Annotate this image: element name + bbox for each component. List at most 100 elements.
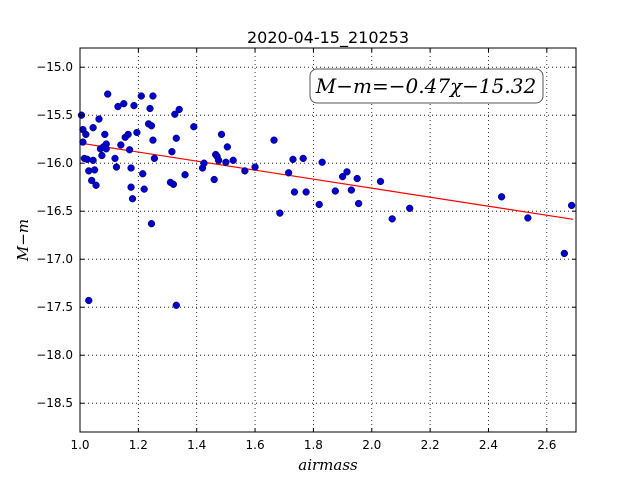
x-tick-label: 1.8 [304, 438, 323, 452]
y-tick-label: −16.0 [36, 156, 73, 170]
data-point [172, 301, 180, 309]
data-point [343, 168, 351, 176]
data-point [376, 177, 385, 186]
y-tick-label: −15.5 [36, 108, 73, 122]
data-point [270, 136, 278, 144]
data-point [114, 102, 122, 111]
data-point [217, 130, 226, 139]
data-point [222, 158, 230, 166]
data-point [89, 124, 97, 132]
data-point [175, 105, 183, 114]
x-tick-label: 1.4 [187, 438, 206, 452]
chart-title: 2020-04-15_210253 [247, 28, 409, 48]
data-point [120, 100, 128, 108]
data-point [147, 122, 156, 130]
y-tick-label: −17.0 [36, 252, 73, 266]
data-point [101, 130, 109, 139]
x-tick-label: 1.2 [129, 438, 148, 452]
data-point [90, 166, 99, 174]
x-axis-label: airmass [298, 456, 358, 474]
axis-ticks [79, 48, 576, 432]
data-point [388, 215, 396, 223]
data-point [88, 176, 96, 185]
data-point [171, 110, 179, 118]
data-point [241, 167, 249, 175]
data-point [289, 155, 297, 164]
y-tick-label: −17.5 [36, 300, 73, 314]
data-points [77, 90, 576, 309]
data-point [223, 143, 231, 151]
fit-annotation-box: M−m=−0.47χ−15.32 [309, 68, 544, 104]
data-point [200, 159, 208, 167]
data-point [251, 163, 259, 171]
data-point [127, 164, 135, 172]
x-tick-label: 1.0 [70, 438, 89, 452]
data-point [150, 154, 159, 163]
data-point [128, 195, 137, 203]
y-tick-label: −15.0 [36, 60, 73, 74]
data-point [104, 90, 112, 98]
x-tick-label: 1.6 [246, 438, 265, 452]
x-tick-label: 2.0 [362, 438, 381, 452]
data-point [89, 156, 97, 164]
data-point [111, 154, 119, 163]
data-point [149, 92, 157, 100]
data-point [229, 156, 237, 164]
data-point [139, 170, 147, 178]
data-point [92, 181, 100, 189]
data-point [347, 186, 355, 194]
data-point [567, 201, 576, 210]
data-point [149, 136, 157, 144]
data-point [85, 296, 93, 305]
fit-equation: M−m=−0.47χ−15.32 [315, 74, 536, 98]
data-point [497, 193, 506, 201]
fit-line-layer [79, 142, 574, 220]
data-point [130, 101, 138, 110]
data-point [146, 104, 154, 113]
y-tick-label: −18.0 [36, 348, 73, 362]
data-point [147, 220, 156, 228]
x-tick-label: 2.6 [537, 438, 556, 452]
data-point [125, 146, 134, 154]
data-point [331, 187, 339, 195]
annotation-frame [309, 68, 544, 104]
data-point [354, 199, 363, 208]
data-point [98, 151, 106, 160]
data-point [290, 188, 299, 196]
data-point [137, 92, 145, 100]
y-axis-label: M−m [14, 219, 32, 262]
data-point [124, 130, 132, 139]
data-point [315, 200, 323, 209]
x-tick-label: 2.2 [421, 438, 440, 452]
data-point [338, 172, 347, 181]
data-point [276, 209, 284, 217]
fit-line [79, 142, 574, 220]
data-point [302, 188, 310, 196]
data-point [181, 171, 189, 179]
data-point [117, 141, 125, 149]
y-tick-labels: −15.0 −15.5 −16.0 −16.5 −17.0 −17.5 −18.0 −18.5 [36, 60, 73, 410]
data-point [560, 249, 568, 258]
data-point [190, 123, 198, 131]
data-point [133, 128, 141, 137]
y-tick-label: −16.5 [36, 204, 73, 218]
data-point [95, 115, 103, 123]
plot-frame [79, 47, 577, 433]
grid-lines [79, 48, 576, 432]
data-point [112, 163, 121, 171]
data-point [140, 185, 148, 193]
data-point [79, 138, 87, 146]
data-point [214, 156, 223, 164]
data-point [127, 183, 135, 191]
data-point [284, 169, 293, 177]
x-tick-label: 2.4 [479, 438, 498, 452]
x-tick-labels: 1.0 1.2 1.4 1.6 1.8 2.0 2.2 2.4 2.6 [70, 438, 556, 452]
data-point [318, 158, 326, 166]
data-point [169, 180, 178, 188]
data-point [406, 204, 414, 212]
data-point [168, 148, 176, 156]
data-point [299, 154, 307, 163]
data-point [210, 175, 218, 184]
data-point [82, 130, 90, 139]
